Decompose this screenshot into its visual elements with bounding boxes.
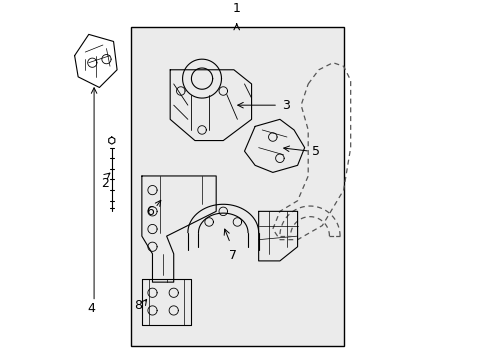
- Text: 1: 1: [232, 2, 240, 15]
- Text: 7: 7: [228, 248, 236, 261]
- Text: 8: 8: [134, 299, 142, 312]
- Text: 3: 3: [281, 99, 289, 112]
- Text: 5: 5: [311, 145, 319, 158]
- Text: 4: 4: [87, 302, 95, 315]
- Text: 6: 6: [146, 205, 154, 218]
- Text: 2: 2: [101, 176, 108, 189]
- Bar: [131, 27, 343, 346]
